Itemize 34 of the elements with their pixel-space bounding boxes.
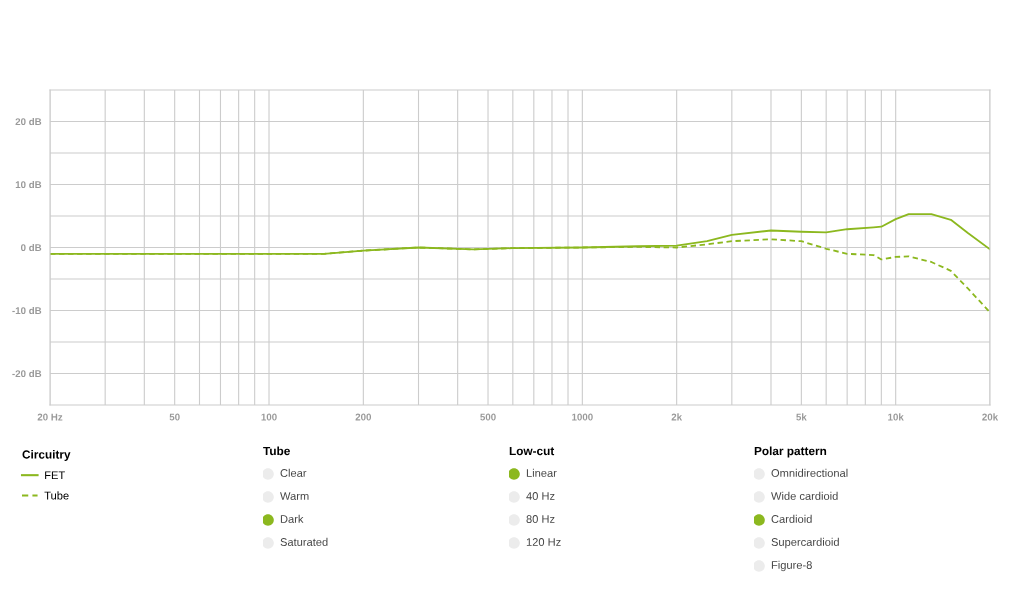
category-label: 80 Hz (526, 515, 555, 523)
text: Tube (263, 446, 290, 456)
category-label: Cardioid (771, 514, 812, 523)
x-tick-label: 500 (480, 413, 496, 421)
legend-title: Circuitry (22, 450, 71, 462)
x-tick-label: 5k (796, 413, 807, 421)
category-label: Dark (280, 514, 304, 523)
x-tick-label: 50 (169, 413, 180, 421)
y-tick-label: 20 dB (15, 117, 42, 126)
x-tick-label: 20k (982, 413, 999, 421)
x-tick-label: 200 (355, 413, 372, 421)
category-label: Linear (526, 468, 557, 477)
category-label: Supercardioid (771, 537, 839, 549)
category-label: 40 Hz (526, 492, 555, 500)
y-tick-label: 10 dB (15, 180, 42, 189)
category-label: Wide cardioid (771, 491, 838, 500)
y-tick-label: 0 dB (20, 243, 42, 252)
x-tick-label: 20 Hz (37, 413, 63, 421)
x-tick-label: 2k (671, 413, 683, 421)
legend-label: Tube (44, 491, 69, 500)
category-label: Clear (280, 468, 307, 477)
category-label: Warm (280, 492, 309, 500)
category-label: Saturated (280, 537, 328, 546)
legend-label: FET (45, 471, 65, 480)
y-tick-label: -20 dB (12, 369, 42, 378)
text: Polar pattern (754, 446, 827, 458)
x-tick-label: 1000 (572, 413, 593, 421)
x-tick-label: 10k (888, 413, 904, 421)
category-label: 120 Hz (526, 538, 561, 546)
category-label: Figure-8 (771, 560, 812, 572)
y-tick-label: -10 dB (12, 306, 42, 315)
text: Low-cut (509, 446, 555, 456)
category-label: Omnidirectional (771, 468, 848, 477)
x-tick-label: 100 (261, 413, 277, 421)
